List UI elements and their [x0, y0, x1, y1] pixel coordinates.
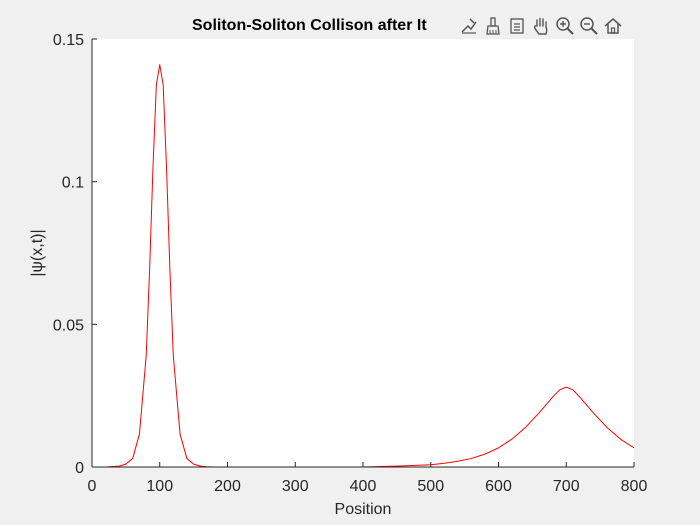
brush-button[interactable] [482, 14, 504, 38]
axes-background [92, 39, 634, 467]
zoom-in-button[interactable] [554, 14, 576, 38]
x-tick-label: 300 [282, 478, 309, 495]
y-tick-label: 0.05 [53, 317, 84, 334]
y-tick-label: 0 [75, 460, 84, 477]
x-tick-label: 400 [350, 478, 377, 495]
y-tick-label: 0.1 [62, 175, 84, 192]
x-tick-label: 0 [88, 478, 97, 495]
home-icon [604, 18, 622, 34]
y-tick-label: 0.15 [53, 32, 84, 49]
x-tick-label: 700 [553, 478, 580, 495]
pan-icon [533, 17, 548, 35]
data-tips-button[interactable] [458, 14, 480, 38]
axes-toolbar [458, 13, 624, 39]
home-button[interactable] [602, 14, 624, 38]
legend-button[interactable] [506, 14, 528, 38]
y-axis-label: |ψ(x,t)| [29, 229, 46, 276]
brush-icon [486, 17, 500, 35]
pan-button[interactable] [530, 14, 552, 38]
legend-icon [510, 18, 524, 34]
x-tick-label: 800 [621, 478, 648, 495]
zoom-out-button[interactable] [578, 14, 600, 38]
x-axis-label: Position [335, 501, 392, 518]
zoom-in-icon [556, 17, 574, 35]
x-tick-label: 100 [146, 478, 173, 495]
x-tick-label: 500 [417, 478, 444, 495]
axes: 0 100 200 300 400 500 600 700 800 0 0.05 0.1 0.15 [53, 32, 648, 495]
x-tick-label: 200 [214, 478, 241, 495]
zoom-out-icon [580, 17, 598, 35]
x-tick-label: 600 [485, 478, 512, 495]
data-tips-icon [461, 18, 477, 34]
chart-title: Soliton-Soliton Collison after It [192, 17, 427, 34]
